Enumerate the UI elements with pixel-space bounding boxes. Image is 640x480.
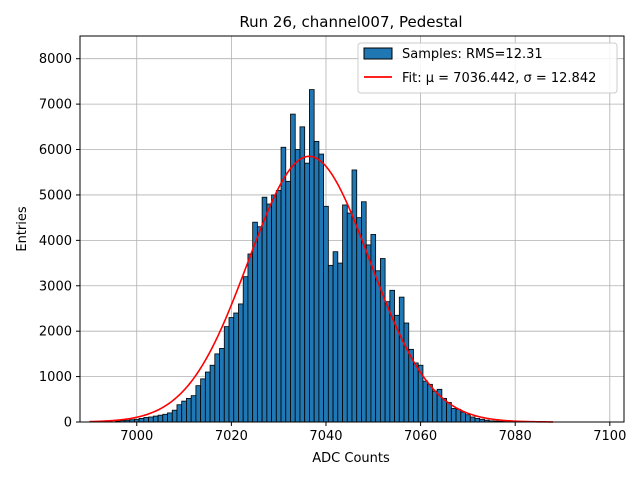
- histogram-bar: [389, 289, 395, 423]
- histogram-bar: [266, 203, 272, 423]
- x-axis-ticks: 7000 7020 7040 7060 7080 7100: [120, 422, 626, 444]
- histogram-bar: [209, 364, 216, 423]
- histogram-bar: [167, 412, 173, 423]
- histogram-bar: [290, 113, 296, 423]
- histogram-bar: [304, 162, 310, 423]
- histogram-bar: [413, 362, 419, 423]
- legend-swatch-samples: [363, 47, 393, 60]
- y-tick-label: 2000: [39, 325, 72, 340]
- histogram-bar: [204, 371, 211, 423]
- legend-box: [357, 42, 618, 94]
- histogram-bar: [465, 414, 471, 423]
- histogram-bar: [422, 380, 429, 423]
- histogram-bar: [384, 301, 391, 423]
- y-tick-label: 0: [64, 416, 72, 431]
- histogram-bar: [162, 413, 168, 423]
- histogram-bar: [256, 226, 263, 423]
- x-tick-label: 7020: [215, 429, 248, 444]
- histogram-bar: [455, 408, 462, 423]
- y-tick-label: 7000: [39, 98, 72, 113]
- y-tick-label: 5000: [39, 188, 72, 203]
- histogram-bar: [275, 189, 282, 423]
- y-axis-ticks: 0 1000 2000 3000 4000 5000 6000 7000 8000: [39, 52, 80, 431]
- histogram-bar: [351, 169, 358, 423]
- histogram-bar: [299, 126, 306, 423]
- x-tick-label: 7040: [309, 429, 342, 444]
- histogram-bar: [190, 395, 197, 423]
- histogram-bar: [200, 378, 206, 423]
- histogram-bar: [219, 348, 225, 423]
- histogram-bar: [228, 317, 235, 423]
- legend-label-samples: Samples: RMS=12.31: [402, 47, 543, 62]
- x-tick-label: 7000: [120, 429, 153, 444]
- chart-title: Run 26, channel007, Pedestal: [239, 13, 462, 31]
- y-tick-label: 6000: [39, 143, 72, 158]
- legend-label-fit: Fit: μ = 7036.442, σ = 12.842: [402, 71, 596, 86]
- histogram-bar: [356, 217, 362, 423]
- histogram-bar: [398, 296, 405, 423]
- histogram-bar: [337, 262, 343, 423]
- histogram-bar: [379, 258, 386, 423]
- y-tick-label: 1000: [39, 370, 72, 385]
- histogram-bar: [148, 416, 154, 423]
- histogram-bar: [294, 149, 301, 423]
- histogram-bar: [285, 180, 291, 423]
- histogram-bar: [233, 312, 239, 423]
- histogram-bar: [223, 326, 230, 423]
- histogram-bar: [370, 234, 377, 423]
- histogram-bar: [403, 322, 410, 423]
- x-axis-label: ADC Counts: [312, 451, 390, 466]
- histogram-bar: [346, 212, 353, 423]
- histogram-bar: [469, 416, 476, 423]
- y-tick-label: 8000: [39, 52, 72, 67]
- histogram-bar: [261, 196, 268, 423]
- histogram-bar: [332, 251, 339, 423]
- x-tick-label: 7100: [593, 429, 626, 444]
- histogram-bar: [143, 417, 149, 423]
- histogram-bar: [460, 411, 466, 423]
- histogram-bar: [474, 417, 481, 423]
- y-tick-label: 3000: [39, 279, 72, 294]
- histogram-bar: [313, 140, 320, 423]
- histogram-bar: [238, 303, 244, 423]
- histogram-bar: [375, 270, 381, 423]
- histogram-bar: [157, 414, 164, 423]
- histogram-bar: [432, 390, 438, 423]
- x-tick-label: 7060: [404, 429, 437, 444]
- histogram-bar: [427, 383, 433, 423]
- histogram-bar: [271, 194, 277, 423]
- histogram-bar: [242, 276, 249, 423]
- x-tick-label: 7080: [499, 429, 532, 444]
- legend: Samples: RMS=12.31 Fit: μ = 7036.442, σ …: [357, 42, 618, 94]
- histogram-bar: [446, 402, 452, 423]
- histogram-bar: [309, 89, 315, 423]
- histogram-bar: [450, 407, 457, 423]
- histogram-bar: [152, 415, 159, 423]
- histogram-bar: [361, 201, 367, 423]
- axes-frame: [79, 35, 625, 423]
- histogram-bar: [247, 253, 254, 423]
- fit-curve: [89, 155, 554, 423]
- histogram-bar: [365, 244, 372, 423]
- histogram-bar: [327, 264, 334, 423]
- histogram-bar: [186, 397, 192, 423]
- histogram-bar: [342, 204, 348, 423]
- fit-curve-layer: [89, 155, 554, 423]
- histogram-bar: [138, 417, 145, 423]
- histogram-bar: [171, 409, 178, 423]
- histogram-bar: [318, 153, 325, 423]
- histogram-bar: [176, 404, 183, 423]
- histogram-bar: [280, 146, 287, 423]
- histogram-bar: [195, 385, 202, 423]
- y-axis-label: Entries: [15, 206, 30, 252]
- histogram-bar: [323, 205, 329, 423]
- histogram-bar: [214, 353, 220, 423]
- y-tick-label: 4000: [39, 234, 72, 249]
- histogram-bar: [181, 400, 187, 423]
- histogram-bar: [252, 221, 258, 423]
